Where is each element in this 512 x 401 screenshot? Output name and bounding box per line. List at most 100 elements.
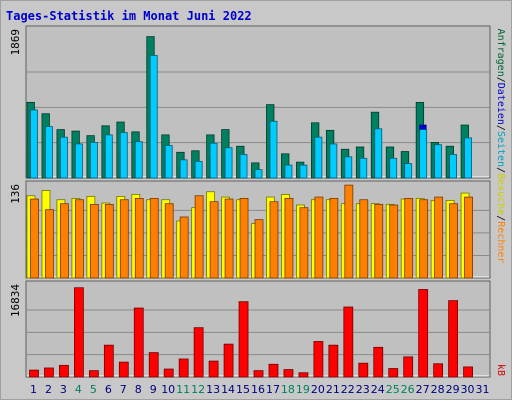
panel-1-bar-Seiten-5 <box>89 142 98 179</box>
panel-1-bar-Seiten-22 <box>344 156 353 179</box>
panel-2-bar-Rechner-24 <box>374 203 384 279</box>
panel-1-bar-Seiten-13 <box>209 142 218 179</box>
panel-1-bar-Seiten-12 <box>194 160 203 179</box>
panel-1-bar-Seiten-28 <box>434 144 443 179</box>
panel-1-bar-Seiten-14 <box>224 147 233 179</box>
panel-1-bar-Seiten-20 <box>314 136 323 179</box>
panel-3-bar-kB-24 <box>373 346 384 378</box>
x-tick-label-21: 21 <box>326 383 340 396</box>
panel-3-bar-kB-30 <box>463 366 473 378</box>
panel-1-bar-Seiten-19 <box>299 164 308 179</box>
panel-3-bar-kB-29 <box>448 300 458 378</box>
right-axis-legend-part-2: / <box>495 77 506 83</box>
panel-2-bar-Rechner-14 <box>224 198 234 279</box>
panel-1-bar-Seiten-23 <box>359 157 368 179</box>
panel-2-ymax-label: 136 <box>9 184 22 204</box>
panel-2-bar-Rechner-27 <box>419 199 429 279</box>
right-axis-legend-part-4: / <box>495 125 506 131</box>
panel-1-bar-Seiten-21 <box>329 143 338 179</box>
panel-3-bar-kB-9 <box>148 352 159 378</box>
panel-3-bar-kB-11 <box>178 358 189 378</box>
panel-2-bar-Rechner-4 <box>75 199 84 279</box>
x-tick-label-3: 3 <box>60 383 67 396</box>
panel-3-bar-kB-25 <box>388 368 399 378</box>
right-axis-legend-part-3: Dateien <box>495 83 506 125</box>
x-tick-label-30: 30 <box>461 383 475 396</box>
panel-3-bar-kB-2 <box>44 367 54 378</box>
x-tick-label-13: 13 <box>206 383 220 396</box>
panel-2-bar-Rechner-10 <box>164 203 174 279</box>
panel-3-bar-kB-8 <box>133 307 144 378</box>
right-axis-legend-part-6: / <box>495 167 506 173</box>
panel-1-bar-Seiten-11 <box>179 159 188 179</box>
x-tick-label-20: 20 <box>311 383 325 396</box>
panel-2-bar-Rechner-17 <box>269 201 279 279</box>
right-axis-legend-part-1: Anfragen <box>495 29 506 77</box>
panel-1-ymax-label: 1869 <box>9 29 22 56</box>
panel-2-bar-Rechner-5 <box>89 203 99 279</box>
panel-3-bar-kB-20 <box>313 341 324 378</box>
x-tick-label-22: 22 <box>341 383 355 396</box>
panel-2-bar-Rechner-29 <box>449 203 458 279</box>
panel-1-bar-Seiten-18 <box>284 164 293 179</box>
panel-3-ymax-label: 16834 <box>9 284 22 317</box>
panel-3-bar-kB-21 <box>328 344 339 378</box>
panel-2-bar-Rechner-30 <box>464 196 473 279</box>
panel-2-bar-Rechner-2 <box>45 209 54 279</box>
panel-3-bar-kB-10 <box>163 368 174 378</box>
panel-3-bar-kB-3 <box>59 364 69 378</box>
right-axis-legend-part-7: Besuche <box>495 173 506 215</box>
x-tick-label-16: 16 <box>251 383 265 396</box>
panel-3-bar-kB-15 <box>238 301 249 378</box>
x-tick-label-8: 8 <box>135 383 142 396</box>
panel-3-bar-kB-28 <box>433 363 444 378</box>
panel-3-bar-kB-18 <box>283 369 294 378</box>
chart-title: Tages-Statistik im Monat Juni 2022 <box>6 9 252 23</box>
panel-1-bar-Seiten-2 <box>45 126 53 179</box>
panel-3-bar-kB-4 <box>74 287 84 378</box>
panel-1-bar-Seiten-29 <box>449 154 457 179</box>
panel-3-bar-kB-16 <box>253 370 264 378</box>
x-tick-label-15: 15 <box>236 383 250 396</box>
panel-1-bar-Seiten-6 <box>104 134 113 179</box>
x-tick-label-11: 11 <box>176 383 190 396</box>
x-tick-label-18: 18 <box>281 383 295 396</box>
panel-3-bar-kB-12 <box>193 327 204 378</box>
panel-3-bar-kB-23 <box>358 362 369 378</box>
panel-1-bar-Seiten-16 <box>254 169 263 179</box>
x-tick-label-10: 10 <box>161 383 175 396</box>
panel-1-bar-Seiten-4 <box>75 143 83 179</box>
panel-3-bar-kB-13 <box>208 360 219 378</box>
panel-2-bar-Rechner-8 <box>134 198 144 279</box>
panel-3-bar-kB-14 <box>223 343 234 378</box>
x-tick-label-12: 12 <box>191 383 205 396</box>
panel-2-bar-Rechner-28 <box>434 196 444 279</box>
panel-3-bar-kB-7 <box>118 361 129 378</box>
panel-2-bar-Rechner-7 <box>119 199 129 279</box>
panel-2-bar-Rechner-18 <box>284 198 294 279</box>
x-tick-label-2: 2 <box>45 383 52 396</box>
panel-2-bar-Rechner-23 <box>359 199 369 279</box>
x-tick-label-23: 23 <box>356 383 370 396</box>
x-tick-label-9: 9 <box>150 383 157 396</box>
panel-1-bar-Seiten-25 <box>389 157 398 179</box>
panel-1-bar-Seiten-9 <box>149 55 158 179</box>
panel-1-bar-Seiten-24 <box>374 128 383 179</box>
panel-1-bar-Seiten-7 <box>119 132 128 179</box>
x-tick-label-27: 27 <box>416 383 430 396</box>
panel-1-bar-Seiten-17 <box>269 120 278 179</box>
x-tick-label-17: 17 <box>266 383 280 396</box>
panel-1-bar-Seiten-26 <box>404 163 413 179</box>
panel-3-bar-kB-26 <box>403 356 414 378</box>
panel-2-bar-Rechner-9 <box>149 198 159 279</box>
panel-3-bar-kB-19 <box>298 372 309 378</box>
panel-1-bar-Seiten-15 <box>239 154 248 179</box>
panel-2-bar-Rechner-15 <box>239 198 249 279</box>
x-tick-label-6: 6 <box>105 383 112 396</box>
x-tick-label-26: 26 <box>401 383 415 396</box>
panel-2-bar-Rechner-6 <box>104 203 114 279</box>
x-tick-label-1: 1 <box>30 383 37 396</box>
panel-1-bar-Seiten-8 <box>134 141 143 179</box>
